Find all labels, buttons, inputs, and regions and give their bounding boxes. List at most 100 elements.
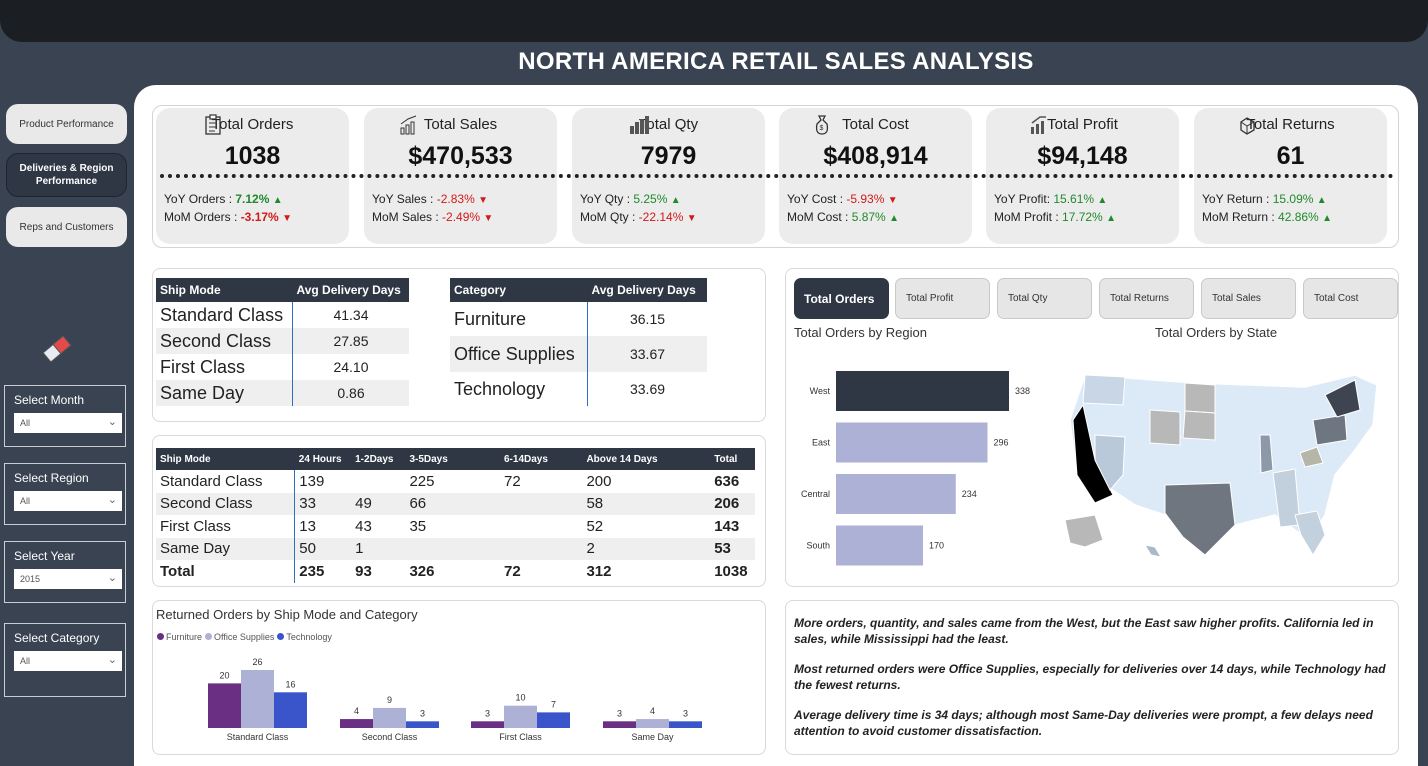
returns-bar[interactable]: [274, 692, 307, 728]
mom-value: -22.14%: [638, 210, 684, 224]
kpi-value: 7979: [640, 142, 697, 170]
avg-col-header[interactable]: Avg Delivery Days: [292, 278, 409, 302]
matrix-col-header[interactable]: 1-2Days: [351, 448, 406, 470]
trend-up-icon: [1031, 116, 1046, 134]
table-cell: Second Class: [156, 328, 293, 354]
returns-data-label: 3: [683, 708, 688, 718]
svg-text:$: $: [820, 125, 824, 132]
slicer-region-label: Select Region: [14, 471, 89, 485]
matrix-col-header[interactable]: Total: [710, 448, 755, 470]
tab-total-profit[interactable]: Total Profit: [895, 278, 990, 319]
month-dropdown[interactable]: All ⌄: [14, 413, 122, 433]
yoy-value: 5.25%: [633, 192, 668, 206]
matrix-cell: 72: [503, 472, 521, 490]
matrix-col-header[interactable]: Ship Mode: [156, 448, 295, 470]
returns-bar[interactable]: [669, 721, 702, 728]
returns-bar[interactable]: [208, 683, 241, 728]
matrix-cell: 13: [294, 515, 352, 538]
nav-deliveries-region[interactable]: Deliveries & Region Performance: [6, 153, 127, 197]
clear-filters-eraser-icon[interactable]: [40, 334, 74, 364]
legend-item[interactable]: Office Supplies: [205, 632, 274, 642]
yoy-label: YoY Return :: [1202, 192, 1273, 206]
legend-item[interactable]: Technology: [277, 632, 332, 642]
table-row: Standard Class 139 225 72 200 636: [156, 470, 755, 493]
returns-data-label: 4: [354, 706, 359, 716]
returns-bar[interactable]: [241, 670, 274, 728]
triangle-up-icon: ▲: [889, 213, 899, 224]
region-bar[interactable]: [836, 422, 988, 463]
matrix-cell: 58: [582, 492, 711, 515]
category-col-header[interactable]: Category: [450, 278, 588, 302]
state-south-dakota: [1182, 410, 1216, 441]
tab-total-sales[interactable]: Total Sales: [1201, 278, 1296, 319]
slicer-year: Select Year 2015 ⌄: [4, 541, 126, 603]
region-dropdown[interactable]: All ⌄: [14, 491, 122, 511]
state-map[interactable]: [1055, 365, 1385, 570]
ship-col-header[interactable]: Ship Mode: [156, 278, 293, 302]
matrix-col-header[interactable]: 24 Hours: [294, 448, 352, 470]
kpi-label: Total Returns: [1246, 116, 1335, 133]
month-value: All: [20, 418, 31, 428]
avg-col-header[interactable]: Avg Delivery Days: [587, 278, 707, 302]
returns-bar-chart: 20 26 16 Standard Class 4 9 3 Second Class 3 10 7 F…: [208, 657, 702, 742]
legend-item[interactable]: Furniture: [157, 632, 202, 642]
yoy-value: 15.09%: [1272, 192, 1314, 206]
tab-total-cost[interactable]: Total Cost: [1303, 278, 1398, 319]
nav-reps-customers[interactable]: Reps and Customers: [6, 207, 127, 247]
returns-bar[interactable]: [504, 705, 537, 728]
state-alaska: [1064, 514, 1104, 548]
slicer-category-label: Select Category: [14, 631, 100, 645]
category-dropdown[interactable]: All ⌄: [14, 651, 122, 671]
matrix-cell: 52: [586, 517, 604, 535]
returns-category-label: Same Day: [631, 732, 674, 742]
region-bar-chart: West 338 East 296 Central 234 South 170: [801, 371, 1030, 566]
legend-label: Furniture: [166, 632, 203, 642]
state-hawaii: [1143, 544, 1163, 558]
region-bar[interactable]: [836, 525, 924, 566]
kpi-value: 61: [1276, 142, 1305, 170]
matrix-col-header[interactable]: Above 14 Days: [582, 448, 711, 470]
matrix-col-header[interactable]: 3-5Days: [405, 448, 500, 470]
legend-label: Office Supplies: [214, 632, 275, 642]
returns-data-label: 3: [420, 708, 425, 718]
matrix-cell: 312: [586, 562, 612, 580]
region-bar[interactable]: [836, 371, 1009, 411]
slicer-year-label: Select Year: [14, 549, 75, 563]
table-cell: Office Supplies: [450, 336, 588, 372]
returns-bar[interactable]: [340, 719, 373, 728]
mom-label: MoM Orders :: [164, 210, 241, 224]
tab-total-qty[interactable]: Total Qty: [997, 278, 1092, 319]
triangle-up-icon: ▲: [272, 195, 283, 206]
matrix-cell: 35: [409, 517, 427, 535]
table-cell: 36.15: [587, 302, 707, 336]
year-dropdown[interactable]: 2015 ⌄: [14, 569, 122, 589]
returns-bar[interactable]: [636, 719, 669, 728]
returns-bar[interactable]: [373, 707, 406, 728]
returns-bar[interactable]: [471, 721, 504, 728]
returns-bar[interactable]: [537, 712, 570, 728]
tab-total-orders[interactable]: Total Orders: [794, 278, 889, 319]
kpi-divider: [160, 174, 1394, 178]
yoy-label: YoY Sales :: [372, 192, 437, 206]
returns-bar[interactable]: [603, 721, 636, 728]
nav-product-performance[interactable]: Product Performance: [6, 104, 127, 144]
kpi-header: Total Sales: [364, 115, 557, 135]
returns-data-label: 7: [551, 699, 556, 709]
legend-swatch: [277, 633, 285, 640]
mom-value: 17.72%: [1062, 210, 1103, 224]
state-florida: [1294, 510, 1326, 556]
triangle-down-icon: ▼: [686, 213, 697, 224]
region-bar[interactable]: [836, 474, 956, 514]
year-value: 2015: [20, 574, 41, 584]
table-cell: Standard Class: [160, 304, 284, 325]
table-row: Total 235 93 326 72 312 1038: [156, 560, 755, 583]
tab-total-returns[interactable]: Total Returns: [1099, 278, 1194, 319]
returns-data-label: 16: [285, 679, 295, 689]
table-cell: 27.85: [292, 328, 409, 354]
kpi-header: $ Total Cost: [779, 115, 972, 135]
table-cell: 0.86: [292, 380, 409, 406]
matrix-col-header[interactable]: 6-14Days: [499, 448, 583, 470]
returns-bar[interactable]: [406, 721, 439, 728]
table-cell: First Class: [160, 356, 245, 377]
triangle-up-icon: ▲: [1322, 213, 1332, 224]
